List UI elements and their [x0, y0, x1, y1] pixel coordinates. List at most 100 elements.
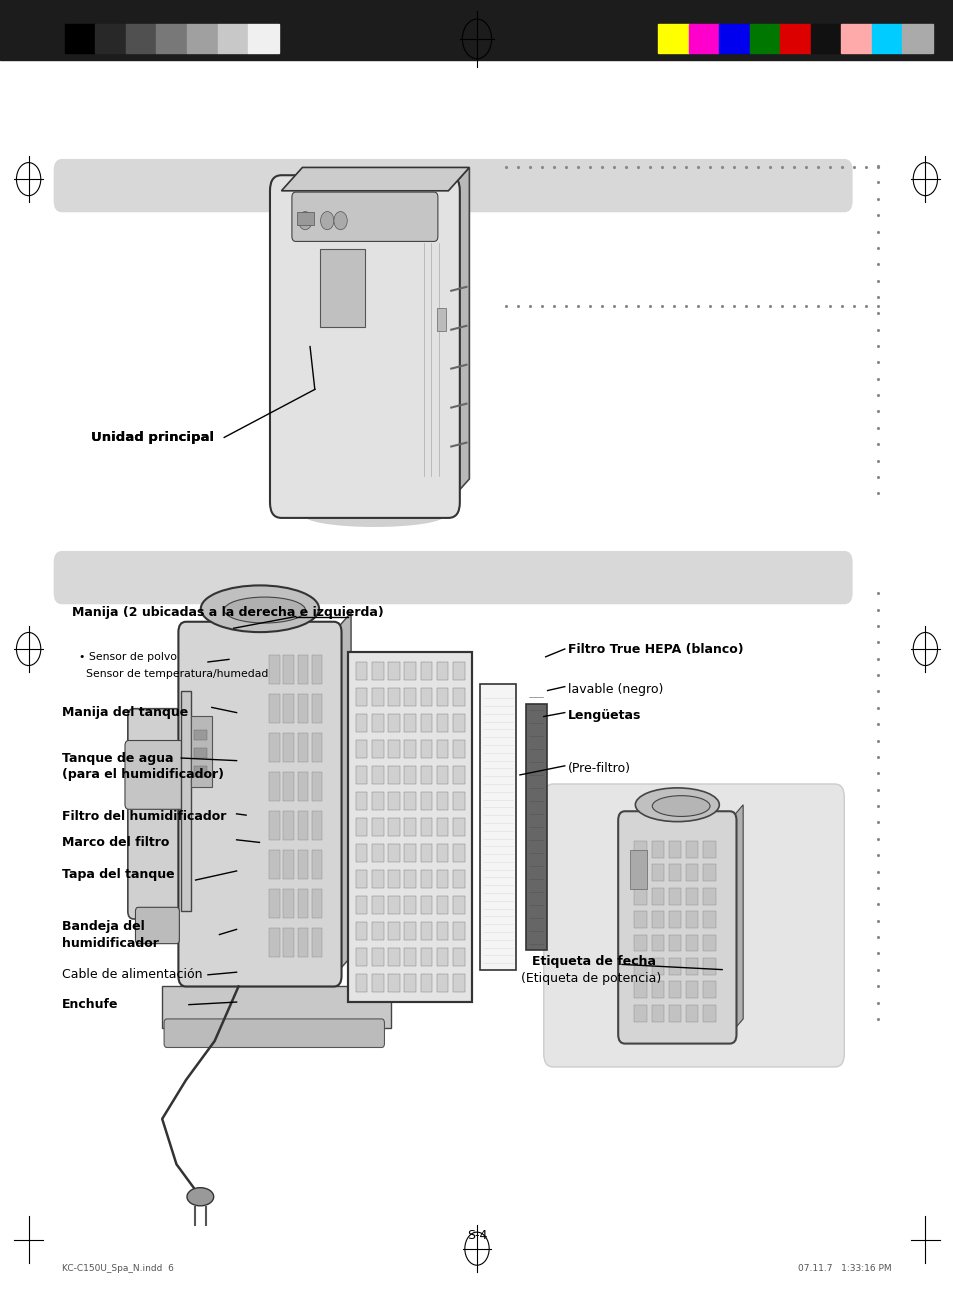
- Bar: [297, 772, 308, 801]
- Ellipse shape: [224, 597, 305, 623]
- Bar: [685, 958, 698, 975]
- Bar: [404, 818, 416, 836]
- Bar: [388, 870, 399, 888]
- Polygon shape: [729, 805, 742, 1035]
- Bar: [453, 662, 464, 680]
- Bar: [355, 896, 367, 914]
- Bar: [436, 714, 448, 732]
- Bar: [453, 844, 464, 862]
- Bar: [634, 958, 646, 975]
- Bar: [453, 974, 464, 992]
- Bar: [65, 23, 95, 52]
- Text: S-4: S-4: [466, 1229, 487, 1242]
- Bar: [193, 748, 207, 758]
- Bar: [634, 841, 646, 858]
- Bar: [269, 772, 279, 801]
- Bar: [702, 935, 715, 951]
- Bar: [312, 694, 322, 723]
- Bar: [269, 811, 279, 840]
- Bar: [355, 870, 367, 888]
- Bar: [436, 740, 448, 758]
- Bar: [420, 740, 432, 758]
- Circle shape: [320, 212, 334, 230]
- Bar: [297, 928, 308, 957]
- Bar: [453, 896, 464, 914]
- Bar: [191, 715, 212, 787]
- Bar: [372, 844, 383, 862]
- Text: lavable (negro): lavable (negro): [567, 683, 662, 696]
- Bar: [388, 896, 399, 914]
- Bar: [372, 688, 383, 706]
- Bar: [0, 0, 953, 60]
- Bar: [436, 896, 448, 914]
- Text: Filtro True HEPA (blanco): Filtro True HEPA (blanco): [567, 643, 742, 655]
- Bar: [388, 740, 399, 758]
- Bar: [312, 772, 322, 801]
- Circle shape: [334, 212, 347, 230]
- FancyBboxPatch shape: [292, 192, 437, 241]
- Bar: [436, 948, 448, 966]
- Text: humidificador: humidificador: [62, 937, 159, 950]
- FancyBboxPatch shape: [54, 552, 851, 604]
- Bar: [651, 981, 663, 998]
- Bar: [319, 249, 365, 327]
- Bar: [436, 688, 448, 706]
- Bar: [453, 818, 464, 836]
- Bar: [420, 922, 432, 940]
- Bar: [162, 986, 391, 1028]
- Ellipse shape: [200, 585, 318, 632]
- Bar: [685, 981, 698, 998]
- Bar: [283, 733, 294, 762]
- Bar: [668, 841, 680, 858]
- Bar: [388, 974, 399, 992]
- Bar: [634, 911, 646, 928]
- Bar: [453, 948, 464, 966]
- Bar: [685, 888, 698, 905]
- Bar: [668, 935, 680, 951]
- Bar: [297, 655, 308, 684]
- Bar: [702, 888, 715, 905]
- Text: (Etiqueta de potencia): (Etiqueta de potencia): [520, 972, 660, 985]
- Bar: [688, 23, 719, 52]
- Text: • Sensor de polvo: • Sensor de polvo: [79, 652, 177, 662]
- FancyBboxPatch shape: [618, 811, 736, 1044]
- Bar: [668, 1005, 680, 1022]
- Bar: [269, 694, 279, 723]
- Bar: [355, 844, 367, 862]
- Bar: [420, 870, 432, 888]
- Bar: [651, 935, 663, 951]
- Bar: [187, 23, 217, 52]
- Bar: [420, 662, 432, 680]
- Bar: [404, 714, 416, 732]
- Bar: [348, 652, 472, 1002]
- Bar: [355, 714, 367, 732]
- Bar: [388, 948, 399, 966]
- Bar: [283, 811, 294, 840]
- Bar: [269, 889, 279, 918]
- Bar: [668, 888, 680, 905]
- Bar: [388, 766, 399, 784]
- Bar: [629, 850, 646, 889]
- Bar: [436, 662, 448, 680]
- Bar: [420, 714, 432, 732]
- Bar: [420, 766, 432, 784]
- Bar: [420, 948, 432, 966]
- Bar: [420, 974, 432, 992]
- Bar: [651, 958, 663, 975]
- Bar: [355, 740, 367, 758]
- Text: Filtro del humidificador: Filtro del humidificador: [62, 810, 226, 823]
- Bar: [634, 864, 646, 881]
- Bar: [95, 23, 126, 52]
- Polygon shape: [334, 613, 351, 976]
- Bar: [312, 655, 322, 684]
- FancyBboxPatch shape: [543, 784, 843, 1067]
- Bar: [388, 714, 399, 732]
- Text: Marco del filtro: Marco del filtro: [62, 836, 170, 849]
- Bar: [420, 844, 432, 862]
- Bar: [658, 23, 688, 52]
- Bar: [283, 850, 294, 879]
- Bar: [668, 958, 680, 975]
- Bar: [525, 704, 546, 950]
- Bar: [372, 662, 383, 680]
- Text: Tapa del tanque: Tapa del tanque: [62, 868, 174, 881]
